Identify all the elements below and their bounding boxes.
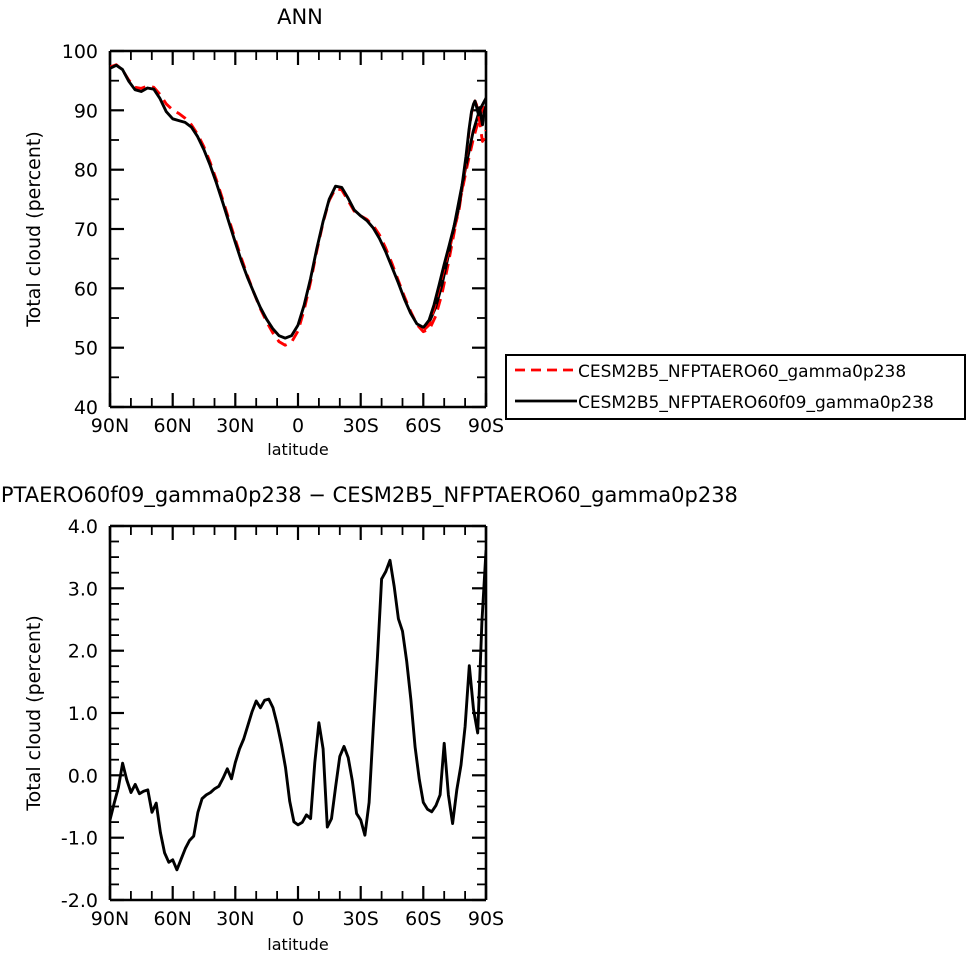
series-line-red: [110, 63, 486, 347]
series-line-black: [110, 63, 486, 340]
series-line-black-tail: [422, 99, 486, 329]
top-panel-x-tick-labels: 90N 60N 30N 0 30S 60S 90S: [91, 415, 504, 437]
top-panel-x-minor-ticks: [129, 51, 467, 407]
legend-label-red: CESM2B5_NFPTAERO60_gamma0p238: [578, 362, 906, 382]
x-tick-label: 90S: [468, 415, 504, 437]
x-tick-label: 0: [292, 908, 304, 930]
x-tick-label: 60N: [154, 908, 192, 930]
y-tick-label: -2.0: [61, 890, 98, 912]
x-tick-label: 30N: [216, 908, 254, 930]
top-panel-y-axis-title: Total cloud (percent): [23, 131, 45, 328]
top-panel-y-minor-ticks: [110, 79, 486, 379]
y-tick-label: 2.0: [68, 641, 98, 663]
x-tick-label: 60S: [405, 415, 441, 437]
bottom-panel-x-minor-ticks: [129, 526, 467, 900]
x-tick-label: 60S: [405, 908, 441, 930]
top-panel: ANN: [23, 5, 504, 459]
x-tick-label: 90S: [468, 908, 504, 930]
legend-box: [505, 354, 966, 420]
y-tick-label: 90: [74, 100, 98, 122]
y-tick-label: 60: [74, 278, 98, 300]
y-tick-label: -1.0: [61, 828, 98, 850]
bottom-panel: -2.0 -1.0 0.0 1.0 2.0 3.0 4.0 90N 60N 30…: [23, 516, 504, 954]
bottom-panel-y-tick-labels: -2.0 -1.0 0.0 1.0 2.0 3.0 4.0: [61, 516, 98, 912]
top-panel-x-major-ticks: [108, 51, 488, 407]
y-tick-label: 4.0: [68, 516, 98, 538]
bottom-panel-x-axis-title: latitude: [267, 935, 328, 954]
y-tick-label: 80: [74, 160, 98, 182]
y-tick-label: 1.0: [68, 703, 98, 725]
x-tick-label: 30S: [343, 908, 379, 930]
y-tick-label: 100: [62, 41, 98, 63]
x-tick-label: 30S: [343, 415, 379, 437]
difference-line: [110, 549, 486, 872]
difference-subtitle: CESM2B5_NFPTAERO60f09_gamma0p238 − CESM2…: [0, 483, 738, 508]
bottom-panel-y-axis-title: Total cloud (percent): [23, 615, 45, 812]
bottom-panel-frame: [108, 524, 488, 902]
bottom-panel-y-minor-ticks: [110, 540, 486, 886]
y-tick-label: 3.0: [68, 578, 98, 600]
y-tick-label: 0.0: [68, 765, 98, 787]
top-panel-y-major-ticks: [110, 49, 486, 409]
legend-label-black: CESM2B5_NFPTAERO60f09_gamma0p238: [578, 393, 934, 413]
bottom-panel-x-major-ticks: [108, 526, 488, 900]
top-panel-title: ANN: [277, 5, 323, 29]
x-tick-label: 90N: [91, 908, 129, 930]
y-tick-label: 40: [74, 397, 98, 419]
bottom-panel-x-tick-labels: 90N 60N 30N 0 30S 60S 90S: [91, 908, 504, 930]
x-tick-label: 0: [292, 415, 304, 437]
x-tick-label: 60N: [154, 415, 192, 437]
y-tick-label: 50: [74, 338, 98, 360]
x-tick-label: 30N: [216, 415, 254, 437]
top-panel-y-tick-labels: 40 50 60 70 80 90 100: [62, 41, 98, 419]
top-panel-x-axis-title: latitude: [267, 440, 328, 459]
y-tick-label: 70: [74, 219, 98, 241]
x-tick-label: 90N: [91, 415, 129, 437]
legend[interactable]: CESM2B5_NFPTAERO60_gamma0p238 CESM2B5_NF…: [505, 354, 966, 420]
bottom-panel-y-major-ticks: [110, 524, 486, 902]
